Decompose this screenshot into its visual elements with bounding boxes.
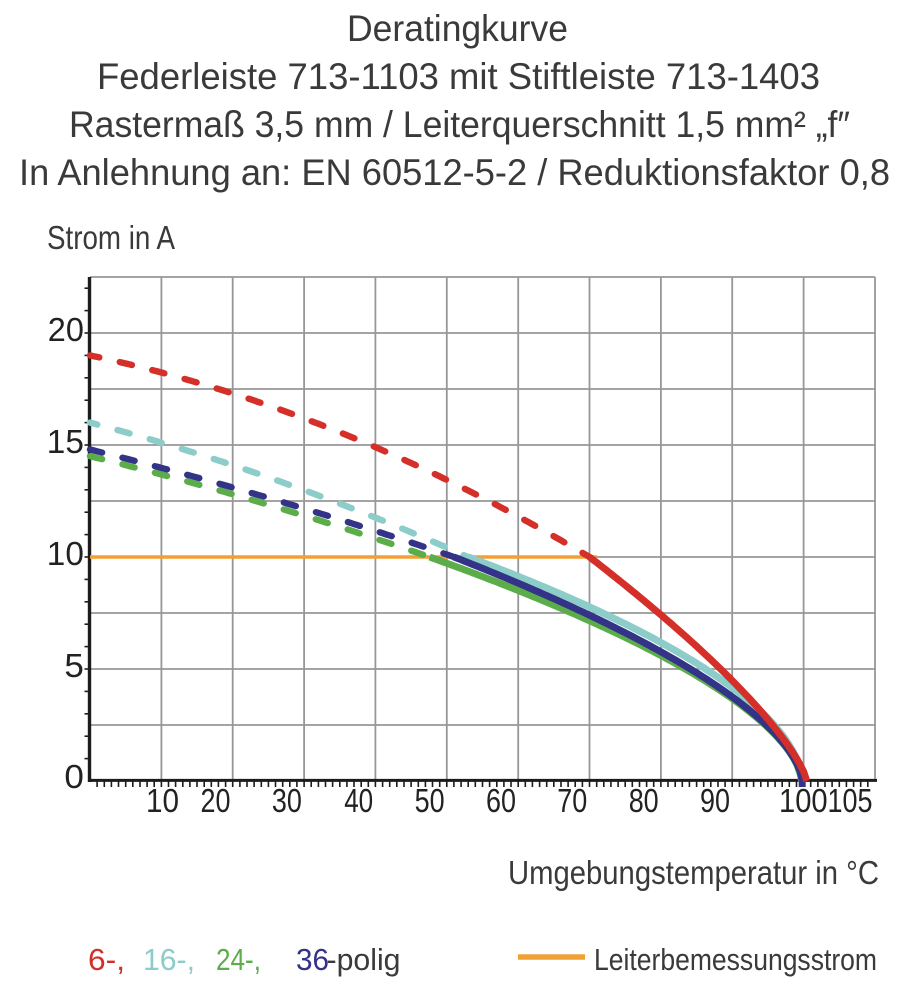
svg-text:16-,: 16-, [143, 943, 195, 977]
svg-text:Deratingkurve: Deratingkurve [347, 8, 568, 49]
svg-text:In Anlehnung an: EN 60512-5-2: In Anlehnung an: EN 60512-5-2 / Reduktio… [19, 152, 890, 193]
svg-text:80: 80 [629, 782, 659, 819]
svg-text:5: 5 [64, 647, 84, 684]
svg-text:0: 0 [64, 758, 84, 795]
svg-text:15: 15 [47, 423, 84, 460]
svg-text:90: 90 [700, 782, 730, 819]
svg-text:20: 20 [48, 311, 84, 348]
svg-text:100: 100 [779, 782, 828, 819]
svg-text:Federleiste 713-1103 mit Stift: Federleiste 713-1103 mit Stiftleiste 713… [97, 56, 820, 97]
svg-text:24-,: 24-, [216, 943, 261, 977]
svg-text:10: 10 [146, 782, 179, 819]
svg-text:Umgebungstemperatur in °C: Umgebungstemperatur in °C [508, 854, 879, 891]
svg-text:6-,: 6-, [88, 943, 125, 977]
svg-text:50: 50 [415, 782, 445, 819]
svg-text:10: 10 [47, 535, 84, 572]
svg-text:Strom in A: Strom in A [47, 219, 175, 256]
svg-text:30: 30 [272, 782, 302, 819]
svg-text:60: 60 [486, 782, 516, 819]
svg-text:Leiterbemessungsstrom: Leiterbemessungsstrom [594, 943, 877, 977]
svg-text:36: 36 [296, 943, 329, 977]
svg-text:40: 40 [344, 782, 373, 819]
svg-text:Rastermaß 3,5 mm / Leiterquers: Rastermaß 3,5 mm / Leiterquerschnitt 1,5… [69, 104, 850, 145]
svg-text:105: 105 [828, 782, 873, 819]
svg-text:20: 20 [201, 782, 231, 819]
svg-text:70: 70 [557, 782, 587, 819]
svg-text:-polig: -polig [327, 943, 401, 977]
